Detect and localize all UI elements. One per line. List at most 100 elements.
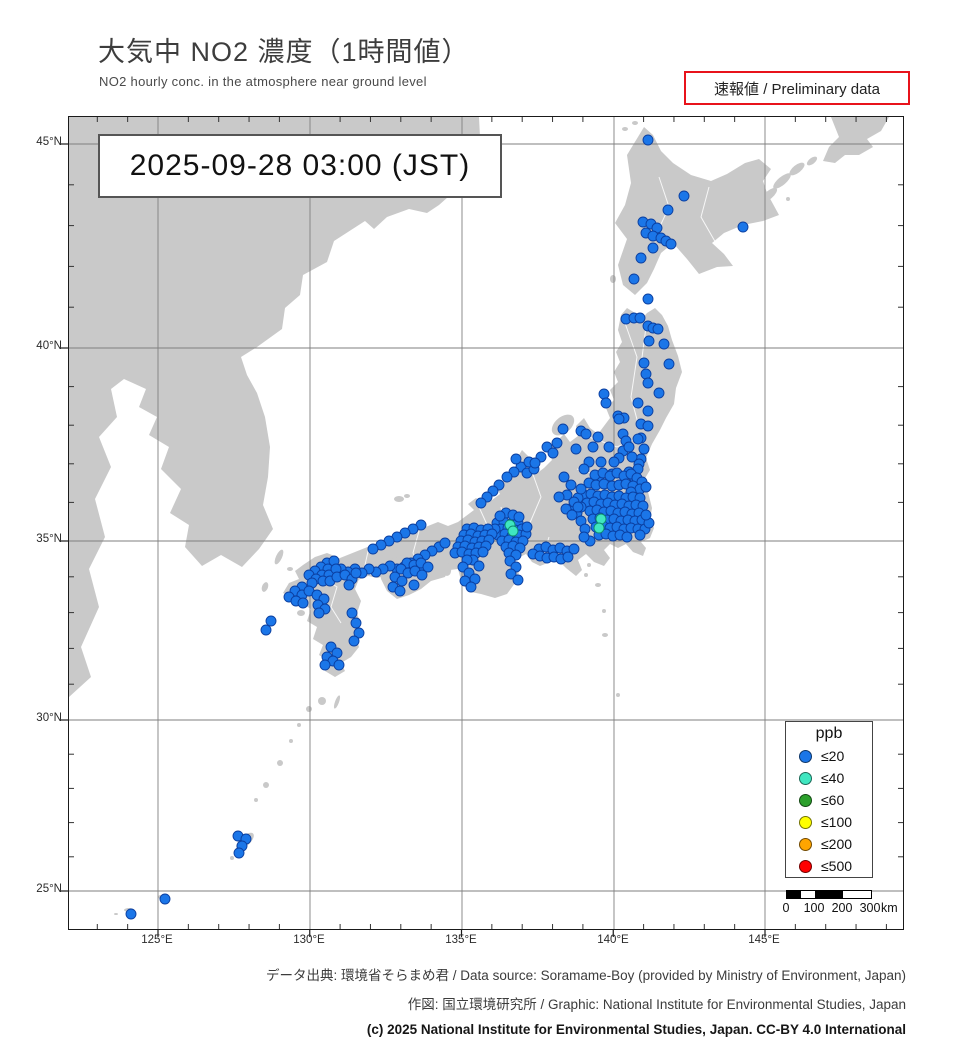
small-island xyxy=(440,562,452,576)
landmass-hokkaido xyxy=(615,127,779,295)
station-dot-le20 xyxy=(512,574,524,586)
station-dot-le20 xyxy=(642,405,654,417)
station-dot-le20 xyxy=(578,531,590,543)
legend-item: ≤200 xyxy=(786,833,872,855)
small-island xyxy=(622,127,628,131)
small-island xyxy=(263,782,269,788)
station-dot-le20 xyxy=(640,481,652,493)
station-dot-le20 xyxy=(465,581,477,593)
station-dot-le20 xyxy=(575,483,587,495)
small-island xyxy=(590,550,596,556)
latitude-axis-label: 35°N xyxy=(36,533,62,545)
scale-bar-unit: km xyxy=(881,901,898,915)
small-island xyxy=(404,494,410,498)
legend-item: ≤20 xyxy=(786,745,872,767)
scale-bar-segment xyxy=(843,891,871,898)
station-dot-le20 xyxy=(233,847,245,859)
station-dot-le20 xyxy=(125,908,137,920)
station-dot-le20 xyxy=(638,357,650,369)
preliminary-data-badge: 速報値 / Preliminary data xyxy=(684,71,910,105)
small-island xyxy=(261,582,269,592)
timestamp-box: 2025-09-28 03:00 (JST) xyxy=(98,134,502,198)
scale-bar-tick-label: 200 xyxy=(831,901,853,915)
legend-swatch xyxy=(799,815,812,829)
small-island xyxy=(318,697,326,705)
scale-bar: 0 100 200 300 km xyxy=(777,888,907,924)
station-dot-le20 xyxy=(557,423,569,435)
station-dot-le20 xyxy=(510,453,522,465)
japan-map: 2025-09-28 03:00 (JST) ppb ≤20 ≤40 ≤60 ≤100… xyxy=(61,116,907,937)
station-dot-le20 xyxy=(439,537,451,549)
station-dot-le20 xyxy=(640,368,652,380)
small-island xyxy=(297,723,301,727)
station-dot-le20 xyxy=(652,323,664,335)
station-dot-le20 xyxy=(313,607,325,619)
latitude-axis-label: 30°N xyxy=(36,712,62,724)
station-dot-le20 xyxy=(642,377,654,389)
station-dot-le20 xyxy=(578,463,590,475)
small-island xyxy=(632,121,638,125)
station-dot-le20 xyxy=(634,529,646,541)
scale-bar-tick-label: 300 xyxy=(859,901,881,915)
longitude-axis-label: 130°E xyxy=(293,934,325,946)
station-dot-le20 xyxy=(580,428,592,440)
small-island xyxy=(773,173,791,189)
station-dot-le20 xyxy=(634,312,646,324)
station-dot-le20 xyxy=(595,456,607,468)
legend-item: ≤500 xyxy=(786,855,872,877)
footer-data-source: データ出典: 環境省そらまめ君 / Data source: Soramame-… xyxy=(266,968,906,983)
small-island xyxy=(602,633,608,637)
station-dot-le20 xyxy=(350,567,362,579)
station-dot-le20 xyxy=(587,441,599,453)
station-dot-le20 xyxy=(367,543,379,555)
station-dot-le20 xyxy=(513,511,525,523)
station-dot-le40 xyxy=(595,513,607,525)
station-dot-le20 xyxy=(159,893,171,905)
small-island xyxy=(587,563,591,567)
station-dot-le20 xyxy=(494,510,506,522)
small-island xyxy=(254,798,258,802)
station-dot-le20 xyxy=(568,543,580,555)
latitude-axis-label: 25°N xyxy=(36,883,62,895)
legend-swatch xyxy=(799,793,812,807)
legend-swatch xyxy=(799,837,812,851)
station-dot-le20 xyxy=(547,447,559,459)
small-island xyxy=(786,197,790,201)
small-island xyxy=(230,856,234,860)
scale-bar-tick-label: 0 xyxy=(782,901,790,915)
station-dot-le20 xyxy=(319,659,331,671)
footer-copyright: (c) 2025 National Institute for Environm… xyxy=(366,1022,906,1037)
station-dot-le20 xyxy=(350,617,362,629)
longitude-axis-label: 145°E xyxy=(748,934,780,946)
station-dot-le20 xyxy=(608,456,620,468)
station-dot-le20 xyxy=(658,338,670,350)
legend-swatch xyxy=(799,771,812,785)
station-dot-le20 xyxy=(572,501,584,513)
station-dot-le20 xyxy=(333,659,345,671)
legend-swatch xyxy=(799,859,812,873)
station-dot-le20 xyxy=(663,358,675,370)
prefecture-border xyxy=(700,186,718,246)
station-dot-le20 xyxy=(592,431,604,443)
station-dot-le20 xyxy=(422,561,434,573)
legend-label: ≤60 xyxy=(821,792,845,808)
legend-box: ppb ≤20 ≤40 ≤60 ≤100 ≤200 ≤500 xyxy=(785,721,873,878)
scale-bar-segment xyxy=(801,891,815,898)
station-dot-le20 xyxy=(623,441,635,453)
station-dot-le20 xyxy=(642,134,654,146)
station-dot-le20 xyxy=(473,560,485,572)
longitude-axis-label: 135°E xyxy=(445,934,477,946)
station-dot-le20 xyxy=(621,531,633,543)
station-dot-le20 xyxy=(600,397,612,409)
station-dot-le20 xyxy=(505,568,517,580)
small-island xyxy=(287,567,293,571)
station-dot-le20 xyxy=(640,509,652,521)
legend-item: ≤60 xyxy=(786,789,872,811)
station-dot-le20 xyxy=(647,242,659,254)
small-island xyxy=(610,275,616,283)
scale-bar-tick-label: 100 xyxy=(803,901,825,915)
small-island xyxy=(277,760,283,766)
station-dot-le20 xyxy=(394,585,406,597)
small-island xyxy=(274,549,284,565)
station-dot-le20 xyxy=(642,420,654,432)
